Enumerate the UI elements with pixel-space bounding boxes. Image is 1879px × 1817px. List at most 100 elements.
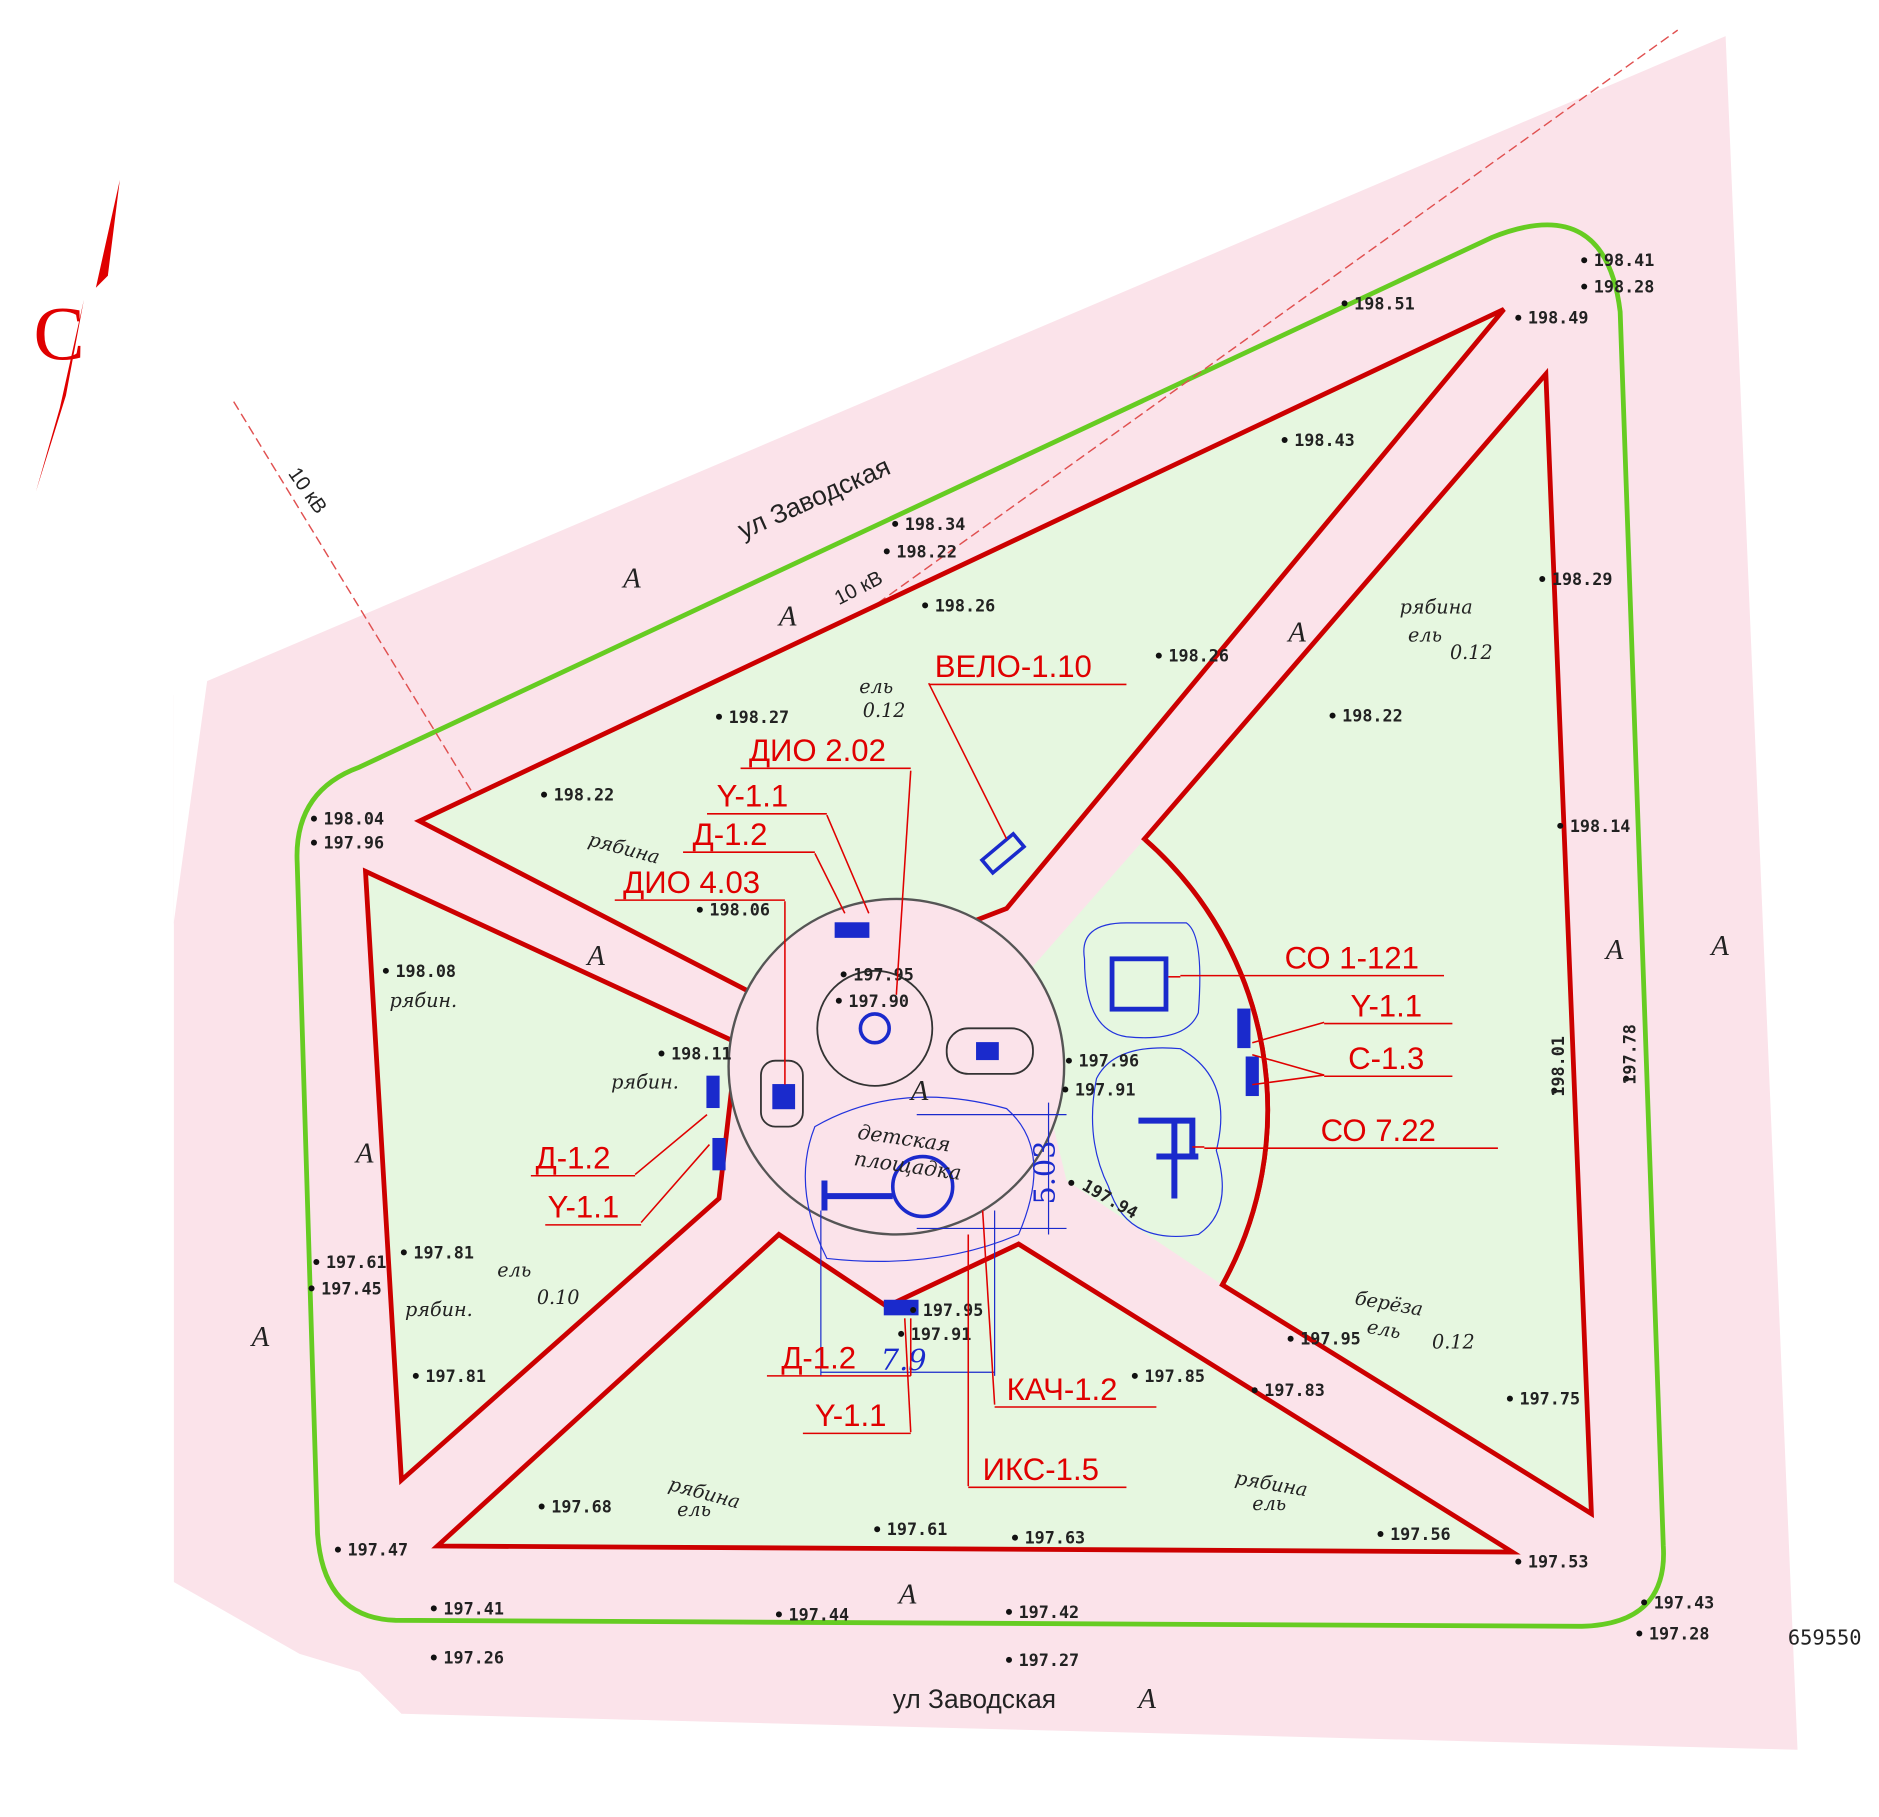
elevation-point [1062, 1086, 1069, 1093]
dimension-line [820, 1102, 1067, 1376]
equipment-label: СО 1-121 [1285, 940, 1419, 975]
elevation: 198.26 [935, 595, 996, 615]
label-leader [1252, 1074, 1325, 1086]
label-leader [814, 853, 846, 914]
elevation: 197.96 [324, 833, 385, 853]
equipment-icon [1109, 956, 1169, 1012]
elevation-point [910, 1306, 917, 1313]
elevation: 198.01 [1548, 1036, 1568, 1097]
vegetation-note: ель [1252, 1492, 1286, 1515]
zone-mark: A [1604, 934, 1624, 966]
elevation: 198.11 [671, 1043, 732, 1063]
elevation-point [382, 967, 389, 974]
elevation-point [1281, 436, 1288, 443]
elevation: 197.63 [1025, 1528, 1086, 1548]
elevation-point [1636, 1630, 1643, 1637]
equipment-icon [1245, 1056, 1259, 1097]
elevation: 197.42 [1019, 1602, 1080, 1622]
zone-mark: A [250, 1321, 270, 1353]
elevation-point [1329, 712, 1336, 719]
equipment-icon [821, 1117, 1199, 1211]
elevation: 198.49 [1528, 308, 1589, 328]
elevation: 197.96 [1079, 1051, 1140, 1071]
elevation-point [412, 1372, 419, 1379]
elevation-point [430, 1605, 437, 1612]
elevation-point [696, 906, 703, 913]
vegetation-note: ель [497, 1258, 531, 1281]
equipment-icon [883, 1299, 919, 1316]
sport-outline [1091, 1047, 1223, 1238]
elevation-point [1011, 1534, 1018, 1541]
elevation-point [840, 971, 847, 978]
elevation: 197.68 [551, 1496, 612, 1516]
play-pad [945, 1027, 1034, 1075]
elevation-point [658, 1050, 665, 1057]
elevation-point [1515, 314, 1522, 321]
elevation: 198.04 [324, 809, 385, 829]
elevation: 198.08 [395, 961, 456, 981]
vegetation-note: ель [1408, 623, 1442, 646]
elevation: 197.28 [1649, 1623, 1710, 1643]
elevation-point [1287, 1335, 1294, 1342]
equipment-label: Y-1.1 [815, 1398, 887, 1433]
elevation: 197.61 [326, 1252, 387, 1272]
equipment-icon [712, 1137, 726, 1171]
equipment-label: С-1.3 [1348, 1041, 1424, 1076]
equipment-icon [858, 1012, 891, 1045]
elevation-point [1506, 1395, 1513, 1402]
equipment-icon [706, 1075, 720, 1109]
lawn [414, 307, 1506, 1004]
elevation-point [334, 1546, 341, 1553]
zone-mark: A [621, 562, 641, 594]
elevation-point [716, 713, 723, 720]
dimension: 7.9 [881, 1343, 927, 1377]
elevation-point [310, 839, 317, 846]
elevation-point [883, 548, 890, 555]
label-leader [1252, 1053, 1325, 1076]
vegetation-note: ель [859, 675, 893, 698]
north-arrow [35, 179, 120, 492]
label-leader [634, 1114, 708, 1176]
label-leader [1252, 1021, 1325, 1044]
elevation-point [1539, 575, 1546, 582]
elevation-point [1377, 1531, 1384, 1538]
equipment-label: ВЕЛО-1.10 [935, 649, 1092, 684]
north-arrow-head [95, 179, 120, 288]
elevation-point [541, 791, 548, 798]
equipment-label: СО 7.22 [1321, 1113, 1436, 1148]
sport-outline [1083, 922, 1201, 1039]
elevation: 198.28 [1594, 277, 1655, 297]
elevation: 197.85 [1144, 1366, 1205, 1386]
equipment-label: Y-1.1 [1351, 988, 1423, 1023]
elevation: 197.53 [1528, 1552, 1589, 1572]
elevation: 197.43 [1654, 1592, 1715, 1612]
zone-mark: A [1286, 616, 1306, 648]
elevation-point [310, 815, 317, 822]
elevation: 198.26 [1168, 646, 1229, 666]
elevation: 197.90 [848, 991, 909, 1011]
equipment-label: КАЧ-1.2 [1007, 1372, 1118, 1407]
elevation-point [313, 1259, 320, 1266]
zone-mark: A [1136, 1683, 1156, 1715]
zone-mark: A [777, 601, 797, 633]
elevation-point [835, 997, 842, 1004]
equipment-icon [834, 922, 870, 938]
elevation: 198.41 [1594, 250, 1655, 270]
elevation-point [898, 1330, 905, 1337]
vegetation-note: рябина [1400, 596, 1473, 619]
elevation: 197.41 [443, 1598, 504, 1618]
elevation: 198.06 [709, 900, 770, 920]
sport-zone-edge [1142, 837, 1270, 1286]
elevation: 197.47 [348, 1540, 409, 1560]
elevation-point [1515, 1558, 1522, 1565]
vegetation-note: ель [677, 1498, 711, 1521]
elevation: 197.61 [887, 1519, 948, 1539]
elevation: 198.22 [1342, 706, 1403, 726]
label-leader [895, 770, 912, 995]
elevation: 197.91 [911, 1324, 972, 1344]
elevation-point [538, 1503, 545, 1510]
elevation: 198.14 [1570, 816, 1631, 836]
equipment-label: Д-1.2 [781, 1341, 856, 1376]
zone-mark: A [1709, 930, 1729, 962]
